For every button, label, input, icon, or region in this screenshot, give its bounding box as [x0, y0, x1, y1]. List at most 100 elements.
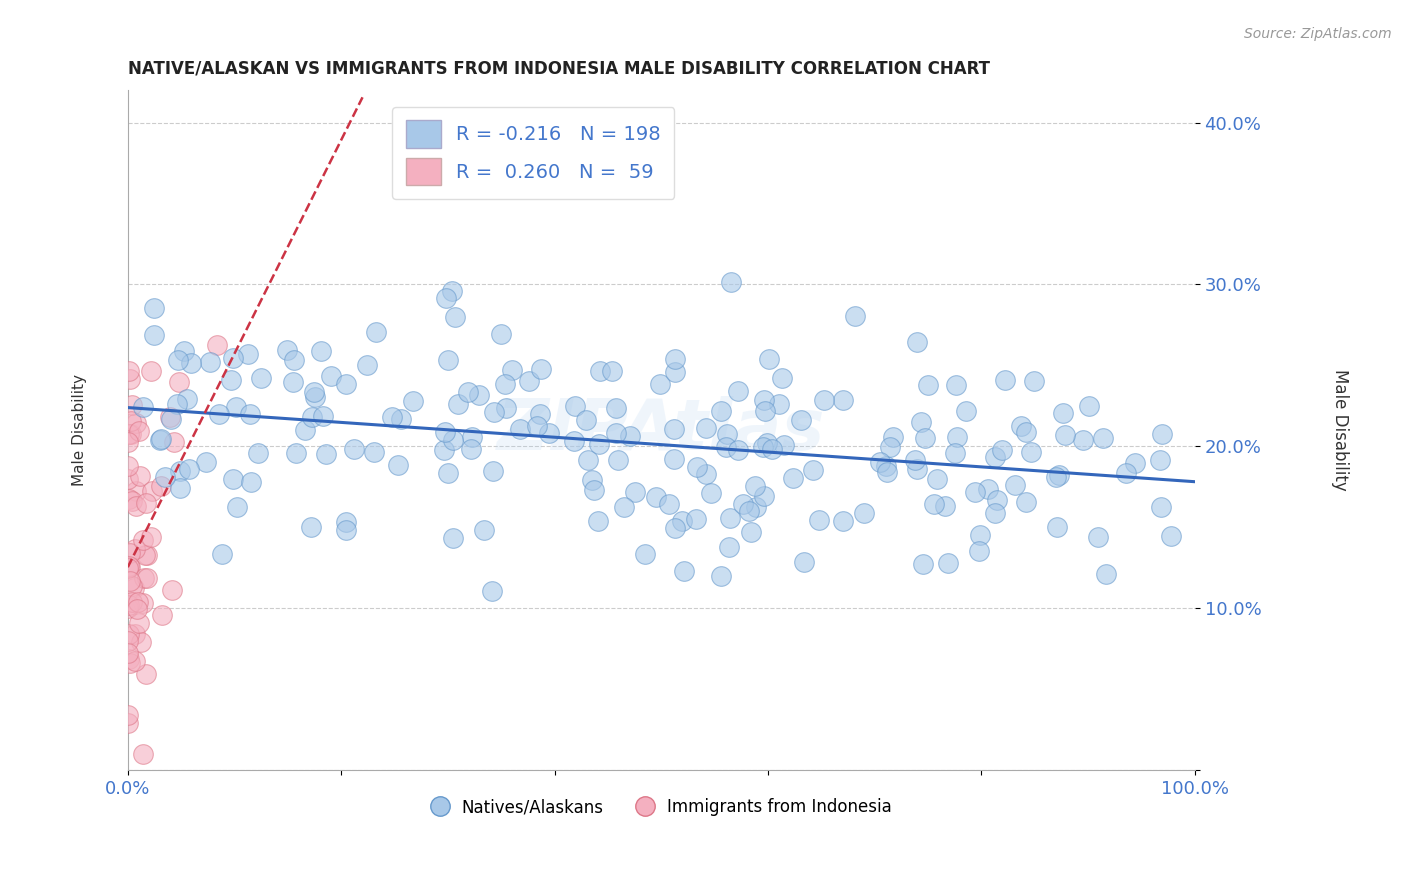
Point [118, 364, 141, 378]
Point [882, 429, 904, 443]
Point [299, 520, 322, 534]
Point [648, 376, 671, 391]
Point [686, 460, 709, 475]
Point [744, 500, 766, 514]
Point [437, 353, 460, 368]
Point [226, 500, 249, 514]
Point [118, 574, 141, 588]
Point [118, 558, 141, 573]
Point [149, 433, 172, 447]
Legend: Natives/Alaskans, Immigrants from Indonesia: Natives/Alaskans, Immigrants from Indone… [425, 791, 898, 822]
Point [934, 500, 956, 514]
Point [489, 326, 512, 341]
Point [222, 472, 245, 486]
Point [1046, 520, 1069, 534]
Point [117, 560, 139, 574]
Point [494, 377, 516, 392]
Point [718, 511, 741, 525]
Point [1053, 428, 1076, 442]
Point [1150, 500, 1173, 514]
Point [695, 467, 717, 482]
Point [727, 442, 749, 457]
Point [194, 455, 217, 469]
Point [790, 413, 813, 427]
Point [149, 479, 172, 493]
Point [135, 667, 157, 681]
Point [876, 466, 898, 480]
Point [714, 440, 737, 454]
Point [606, 453, 628, 467]
Point [1004, 478, 1026, 492]
Point [121, 579, 143, 593]
Point [910, 415, 932, 429]
Point [672, 565, 695, 579]
Point [1149, 452, 1171, 467]
Point [967, 543, 990, 558]
Point [389, 412, 412, 426]
Point [664, 521, 686, 535]
Point [118, 598, 141, 612]
Point [118, 372, 141, 386]
Point [761, 442, 783, 456]
Point [468, 388, 491, 402]
Point [149, 432, 172, 446]
Point [208, 407, 231, 421]
Point [1087, 530, 1109, 544]
Point [986, 493, 1008, 508]
Point [583, 483, 606, 498]
Text: Male Disability: Male Disability [72, 374, 87, 486]
Point [134, 571, 156, 585]
Point [225, 400, 247, 414]
Point [143, 301, 166, 315]
Point [807, 513, 830, 527]
Point [755, 435, 778, 450]
Point [773, 438, 796, 452]
Point [117, 471, 139, 485]
Point [343, 442, 366, 456]
Point [118, 560, 141, 574]
Text: ZIPAtlas: ZIPAtlas [498, 396, 825, 465]
Point [495, 401, 517, 416]
Point [236, 347, 259, 361]
Point [1125, 456, 1147, 470]
Point [457, 384, 479, 399]
Point [239, 408, 262, 422]
Point [335, 377, 357, 392]
Point [302, 385, 325, 400]
Point [695, 420, 717, 434]
Point [770, 371, 793, 385]
Point [914, 431, 936, 445]
Point [176, 392, 198, 406]
Point [304, 390, 326, 404]
Point [752, 440, 775, 454]
Point [905, 335, 928, 350]
Point [589, 364, 612, 378]
Point [963, 485, 986, 500]
Point [662, 452, 685, 467]
Point [581, 474, 603, 488]
Point [167, 376, 190, 390]
Point [1077, 399, 1099, 413]
Point [613, 500, 636, 515]
Point [664, 365, 686, 379]
Point [136, 571, 159, 585]
Point [281, 375, 304, 389]
Point [142, 327, 165, 342]
Point [335, 515, 357, 529]
Point [219, 373, 242, 387]
Point [793, 555, 815, 569]
Point [166, 353, 188, 368]
Point [118, 656, 141, 670]
Point [943, 446, 966, 460]
Point [179, 461, 201, 475]
Point [645, 490, 668, 504]
Point [925, 472, 948, 486]
Point [125, 499, 148, 513]
Point [150, 607, 173, 622]
Point [141, 483, 163, 498]
Point [121, 595, 143, 609]
Point [481, 464, 503, 478]
Point [444, 310, 467, 325]
Point [1091, 432, 1114, 446]
Point [166, 396, 188, 410]
